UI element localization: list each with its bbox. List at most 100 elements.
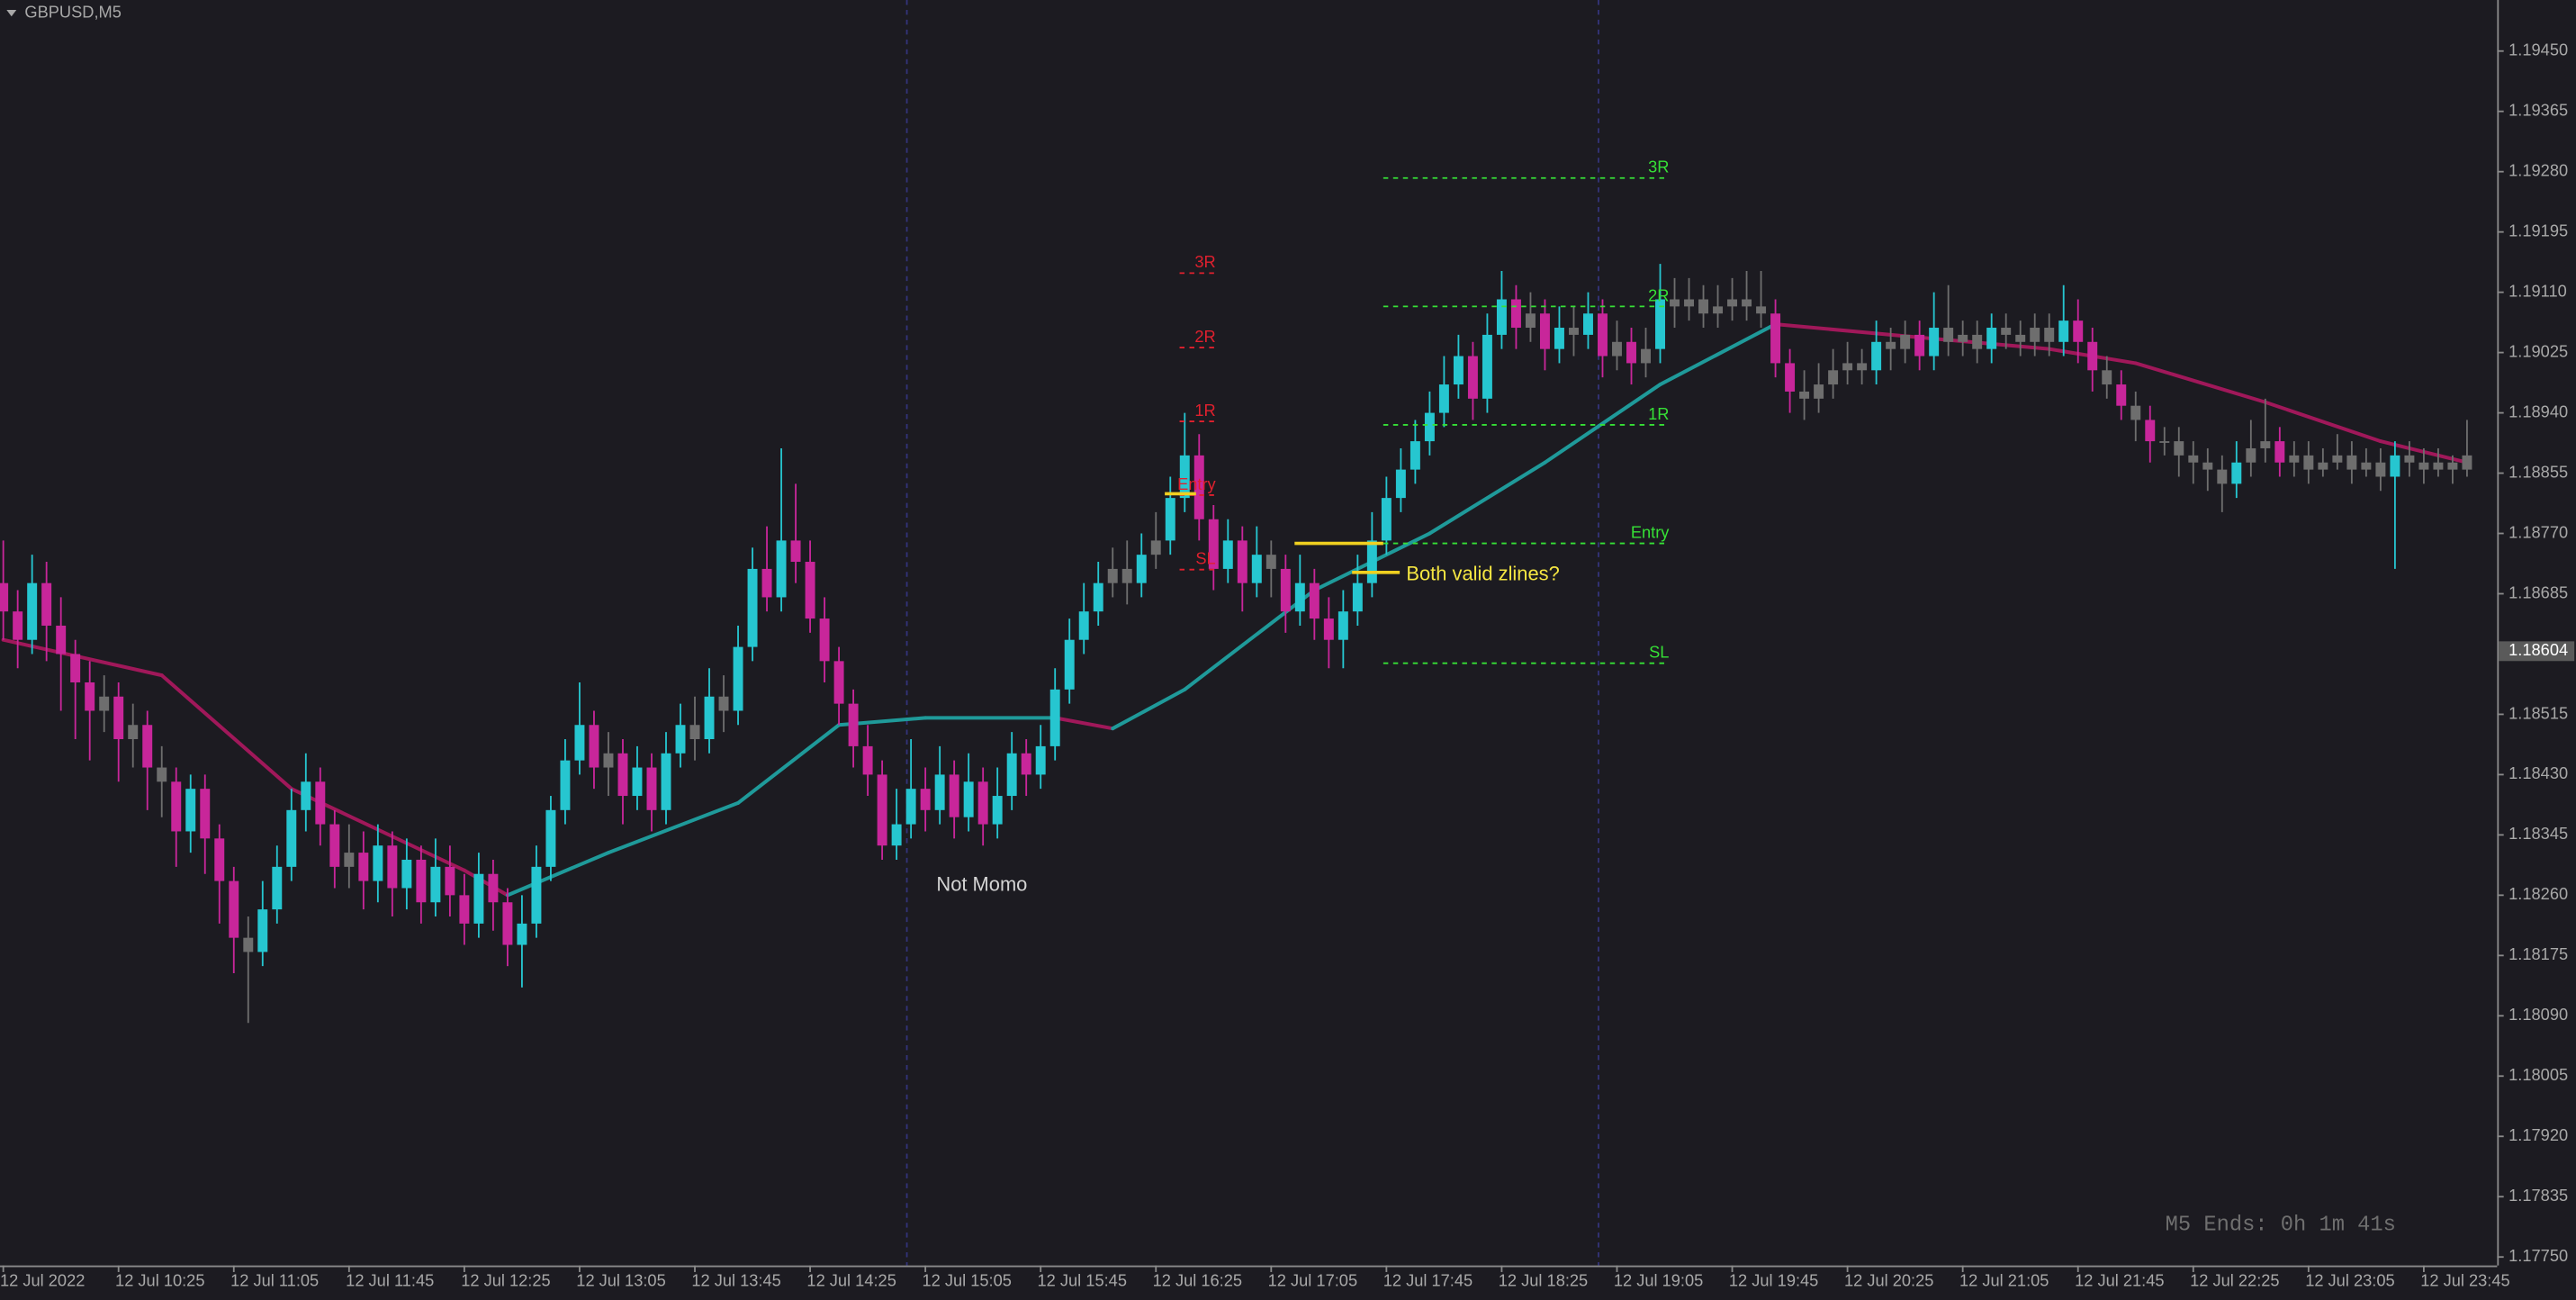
x-tick-label: 12 Jul 18:25 — [1499, 1271, 1588, 1290]
candle-body — [113, 696, 124, 740]
candle-body — [574, 725, 585, 761]
y-tick-label: 1.18090 — [2508, 1005, 2568, 1024]
candle-body — [416, 859, 427, 903]
candle-body — [1857, 363, 1868, 371]
x-tick-label: 12 Jul 20:25 — [1844, 1271, 1933, 1290]
y-tick-label: 1.19280 — [2508, 161, 2568, 180]
candle-body — [1886, 341, 1896, 349]
candle-body — [430, 866, 441, 903]
candle-body — [1612, 341, 1622, 357]
candle-body — [1049, 689, 1060, 746]
candle-body — [2361, 462, 2372, 470]
moving-average — [1053, 716, 1115, 731]
candle-body — [617, 753, 628, 797]
candle-body — [891, 824, 902, 846]
candle-body — [214, 838, 225, 881]
candle-body — [646, 767, 657, 810]
candle-body — [1381, 498, 1392, 541]
y-tick-label: 1.18940 — [2508, 402, 2568, 420]
candle-body — [1914, 334, 1925, 357]
y-tick-label: 1.18770 — [2508, 522, 2568, 541]
candle-body — [1698, 299, 1709, 314]
candle-body — [1958, 334, 1968, 342]
bid-label: 1.18604 — [2508, 640, 2568, 659]
candle-body — [1121, 568, 1132, 583]
candle-body — [1424, 412, 1435, 442]
candle-body — [473, 873, 484, 924]
candle-body — [1598, 313, 1608, 357]
candle-body — [1006, 753, 1017, 797]
candle-body — [761, 568, 772, 598]
candle-body — [1727, 299, 1738, 307]
candle-body — [776, 540, 787, 598]
level-label: SL — [1649, 643, 1669, 662]
candle-body — [920, 789, 931, 810]
candle-body — [1107, 568, 1118, 583]
candle-body — [301, 781, 311, 810]
candle-body — [329, 824, 340, 867]
bid-label-bg — [2499, 641, 2575, 662]
level-label: 3R — [1194, 252, 1215, 271]
moving-average — [159, 673, 293, 791]
candle-body — [286, 809, 297, 867]
candle-body — [977, 781, 988, 825]
candle-body — [1828, 370, 1839, 385]
level-label: 1R — [1194, 401, 1215, 420]
candle-body — [1309, 582, 1320, 619]
candle-body — [2130, 405, 2141, 420]
candle-body — [2390, 455, 2400, 477]
candle-body — [1756, 306, 1767, 314]
candle-body — [1165, 498, 1175, 541]
candle-body — [27, 582, 38, 640]
candle-body — [344, 853, 355, 867]
candle-body — [373, 845, 383, 881]
y-tick-label: 1.18430 — [2508, 763, 2568, 782]
candle-body — [747, 568, 758, 647]
candle-body — [1770, 313, 1781, 364]
candle-body — [2274, 441, 2285, 463]
x-tick-label: 12 Jul 21:05 — [1959, 1271, 2049, 1290]
candle-body — [1900, 334, 1911, 349]
candle-body — [243, 937, 254, 952]
candle-body — [589, 725, 599, 768]
candle-body — [2058, 320, 2069, 342]
x-tick-label: 12 Jul 22:25 — [2190, 1271, 2279, 1290]
symbol-menu-arrow[interactable] — [6, 9, 17, 17]
candle-body — [272, 866, 283, 910]
candle-body — [1179, 455, 1190, 499]
candle-body — [1943, 328, 1954, 342]
candle-body — [502, 902, 513, 945]
candle-body — [1251, 555, 1262, 583]
candle-body — [862, 745, 873, 775]
y-tick-label: 1.17835 — [2508, 1186, 2568, 1205]
candle-body — [2015, 334, 2026, 342]
annotation: Both valid zlines? — [1406, 563, 1559, 585]
moving-average — [606, 800, 741, 855]
candle-body — [1496, 299, 1507, 335]
candle-body — [41, 582, 52, 626]
candle-body — [531, 866, 542, 924]
candle-body — [704, 696, 715, 740]
y-tick-label: 1.17920 — [2508, 1125, 2568, 1144]
candle-body — [2174, 441, 2184, 456]
candle-body — [1035, 745, 1046, 775]
candle-body — [99, 696, 110, 711]
level-label: SL — [1195, 549, 1215, 568]
candle-body — [2073, 320, 2084, 342]
x-tick-label: 12 Jul 11:45 — [346, 1271, 434, 1290]
candle-body — [2260, 441, 2271, 448]
x-tick-label: 12 Jul 14:25 — [806, 1271, 896, 1290]
candle-body — [1280, 568, 1291, 612]
candle-body — [1222, 540, 1233, 569]
candle-body — [2116, 384, 2127, 406]
candle-body — [2102, 370, 2112, 385]
chart-title[interactable]: GBPUSD,M5 — [24, 2, 121, 21]
moving-average — [736, 723, 842, 805]
candle-body — [718, 696, 729, 711]
candle-body — [1467, 356, 1478, 399]
candle-body — [2246, 447, 2256, 463]
x-tick-label: 12 Jul 16:25 — [1153, 1271, 1242, 1290]
candle-body — [1814, 384, 1824, 399]
